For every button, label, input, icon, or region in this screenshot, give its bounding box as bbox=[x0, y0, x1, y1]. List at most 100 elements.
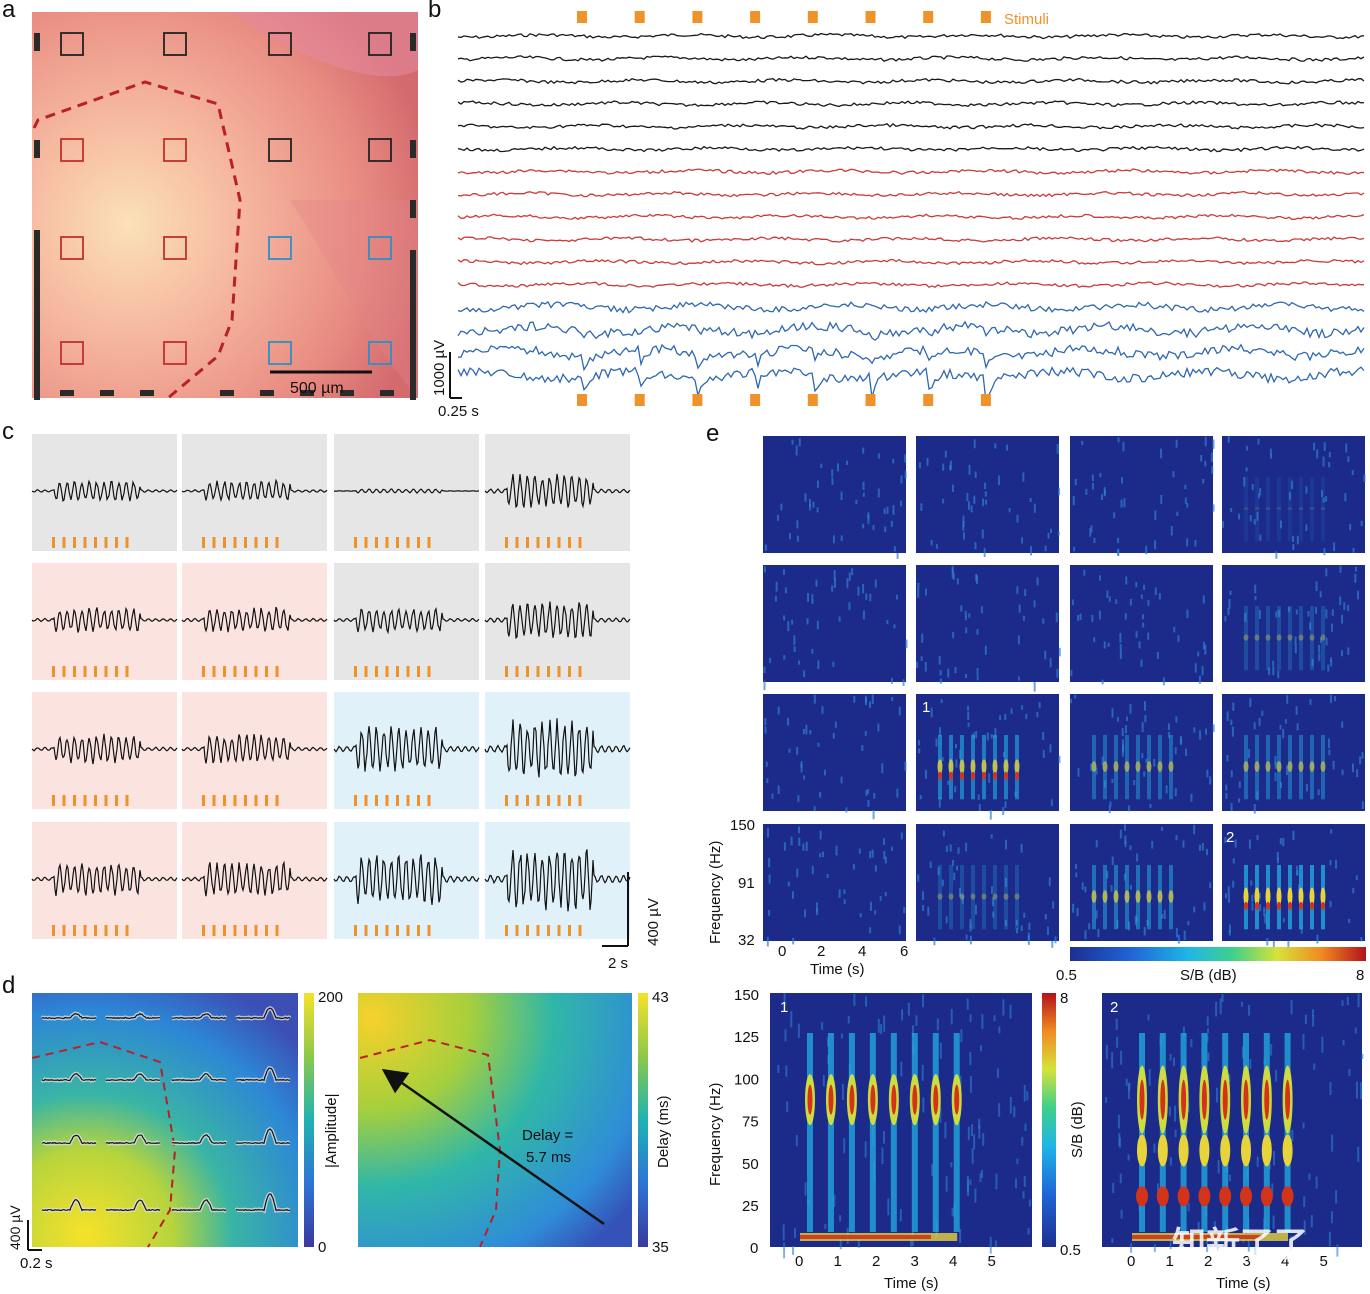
stimulus-tick bbox=[364, 537, 368, 548]
stimulus-tick bbox=[505, 925, 508, 936]
mini-trace bbox=[41, 1134, 97, 1145]
spectrogram-cell bbox=[1222, 824, 1365, 950]
panel-b-stimuli-top bbox=[577, 11, 991, 23]
stimulus-tick bbox=[578, 795, 582, 806]
panel-b-traces bbox=[457, 32, 1365, 404]
panel-e-large-ylabel: Frequency (Hz) bbox=[707, 1083, 724, 1186]
stimulus-tick bbox=[417, 795, 420, 806]
trace-line bbox=[457, 123, 1365, 130]
trace-line bbox=[457, 213, 1365, 221]
stimulus-tick bbox=[62, 795, 66, 806]
stimulus-tick bbox=[115, 795, 118, 806]
mini-trace bbox=[235, 1128, 290, 1145]
large-ytick: 125 bbox=[734, 1029, 759, 1046]
panel-e-large-yticks: 150 125 100 75 50 25 0 bbox=[734, 987, 759, 1257]
trace-line bbox=[457, 100, 1365, 108]
panel-b: Stimuli 1000 µV 0.25 s bbox=[431, 11, 1365, 420]
panel-b-scale-v-label: 1000 µV bbox=[431, 340, 448, 396]
panel-label-e: e bbox=[706, 420, 720, 447]
electrode-square bbox=[163, 138, 187, 162]
stimulus-tick bbox=[115, 537, 118, 548]
stimulus-tick bbox=[104, 925, 108, 936]
stimulus-tick bbox=[254, 795, 258, 806]
stimulus-tick bbox=[557, 925, 561, 936]
response-cell bbox=[484, 563, 631, 680]
stimulus-tick bbox=[52, 925, 55, 936]
large-xtick: 5 bbox=[988, 1253, 996, 1270]
stimulus-tick bbox=[104, 666, 108, 677]
stimulus-tick bbox=[515, 537, 519, 548]
stimulus-tick bbox=[427, 925, 431, 936]
stimulus-tick bbox=[73, 666, 76, 677]
trace-line bbox=[457, 300, 1365, 314]
shared-colorbar-min: 0.5 bbox=[1056, 967, 1077, 984]
stimulus-tick bbox=[265, 666, 268, 677]
stimulus-tick bbox=[364, 925, 368, 936]
stimulus-tick bbox=[62, 925, 66, 936]
stimulus-tick bbox=[115, 925, 118, 936]
stimulus-tick bbox=[52, 537, 55, 548]
panel-e-large-spectrograms bbox=[770, 993, 1364, 1259]
stimulus-tick bbox=[94, 666, 97, 677]
stimulus-tick bbox=[427, 795, 431, 806]
stimulus-tick bbox=[265, 795, 268, 806]
stimulus-tick bbox=[526, 795, 529, 806]
stimulus-tick bbox=[125, 925, 129, 936]
trace-line bbox=[457, 366, 1365, 404]
panel-a-electrode-grid bbox=[60, 32, 392, 365]
stimulus-tick bbox=[505, 795, 508, 806]
panel-e-small-xlabel: Time (s) bbox=[810, 961, 864, 978]
panel-e-marker-1-large: 1 bbox=[780, 999, 788, 1016]
panel-c-grid bbox=[31, 434, 631, 939]
stimulus-tick bbox=[202, 666, 205, 677]
stimulus-tick bbox=[557, 666, 561, 677]
amplitude-colorbar-max: 200 bbox=[318, 989, 343, 1006]
stimulus-tick bbox=[547, 666, 550, 677]
stimulus-marker bbox=[750, 11, 761, 23]
response-cell bbox=[31, 563, 178, 680]
panel-e-large-colorbar bbox=[1042, 993, 1056, 1247]
stimulus-tick bbox=[568, 537, 571, 548]
mini-trace bbox=[105, 1073, 161, 1082]
mini-trace bbox=[41, 1073, 97, 1082]
stimulus-tick bbox=[396, 537, 399, 548]
panel-c-scale-t-label: 2 s bbox=[608, 955, 628, 972]
stimulus-tick bbox=[244, 666, 247, 677]
spectrogram-cell bbox=[1070, 824, 1213, 944]
stimulus-tick bbox=[202, 795, 205, 806]
panel-e-small-xtick-0: 0 bbox=[778, 943, 786, 960]
electrode-square bbox=[268, 341, 292, 365]
electrode-square bbox=[163, 236, 187, 260]
stimulus-tick bbox=[223, 666, 226, 677]
stimulus-tick bbox=[417, 925, 420, 936]
stimulus-tick bbox=[244, 537, 247, 548]
stimulus-tick bbox=[223, 795, 226, 806]
stimulus-marker bbox=[750, 394, 761, 406]
stimulus-tick bbox=[223, 537, 226, 548]
mini-trace bbox=[235, 1067, 291, 1082]
spectrogram-cell bbox=[763, 694, 907, 820]
stimulus-tick bbox=[568, 925, 571, 936]
stimulus-tick bbox=[515, 666, 519, 677]
stimulus-tick bbox=[375, 795, 378, 806]
stimulus-tick bbox=[406, 537, 410, 548]
spectrogram-cell bbox=[1222, 436, 1366, 559]
panel-e-large-xlabel-2: Time (s) bbox=[1216, 1275, 1270, 1292]
stimulus-tick bbox=[125, 795, 129, 806]
spectrogram-cell bbox=[763, 565, 908, 691]
amplitude-colorbar-label: |Amplitude| bbox=[323, 1094, 340, 1169]
stimulus-tick bbox=[578, 925, 582, 936]
stimulus-tick bbox=[547, 925, 550, 936]
large-colorbar-label: S/B (dB) bbox=[1069, 1101, 1086, 1158]
response-cell bbox=[31, 822, 178, 939]
stimulus-tick bbox=[505, 537, 508, 548]
stimulus-tick bbox=[578, 666, 582, 677]
stimulus-marker bbox=[577, 394, 587, 406]
stimulus-tick bbox=[557, 537, 561, 548]
shared-colorbar-max: 8 bbox=[1356, 967, 1364, 984]
panel-a-dashed-outline bbox=[32, 80, 242, 400]
large-xtick: 4 bbox=[949, 1253, 957, 1270]
stimulus-tick bbox=[212, 925, 216, 936]
stimulus-tick bbox=[515, 795, 519, 806]
